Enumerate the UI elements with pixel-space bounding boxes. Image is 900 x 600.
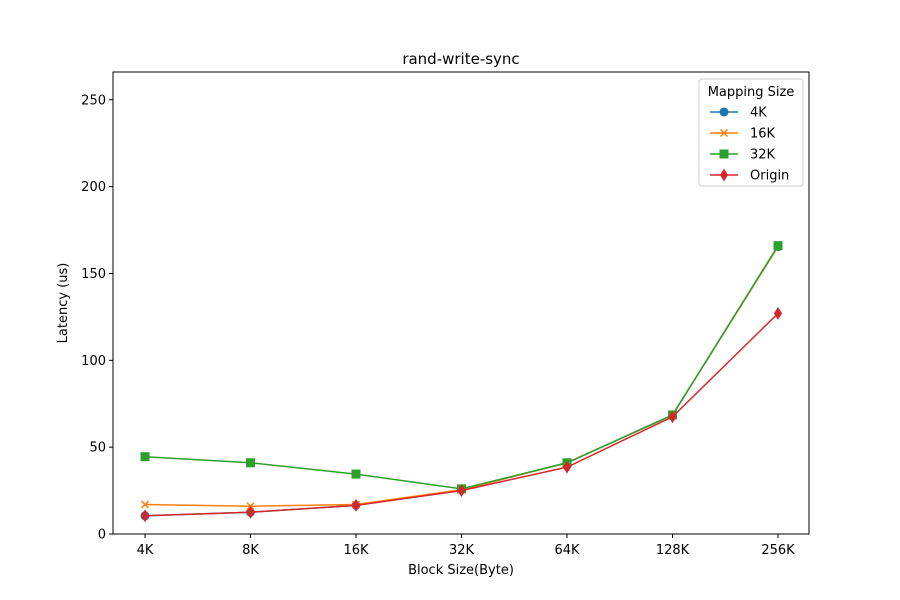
x-tick-label: 32K — [449, 543, 475, 558]
data-point — [140, 509, 150, 523]
series-origin — [140, 306, 783, 523]
legend-item-origin: Origin — [710, 169, 789, 184]
legend-label: 4K — [750, 106, 767, 121]
data-point — [457, 484, 466, 498]
data-point — [562, 460, 572, 474]
legend-item-16k: 16K — [710, 127, 776, 142]
x-axis-label: Block Size(Byte) — [408, 563, 514, 578]
y-tick-label: 250 — [81, 93, 106, 108]
y-tick-label: 100 — [81, 354, 106, 369]
legend-box — [698, 78, 804, 187]
legend: Mapping Size 4K 16K 32K Origin — [698, 78, 804, 187]
legend-marker — [719, 149, 729, 159]
data-point — [351, 498, 361, 512]
y-axis-label: Latency (us) — [56, 263, 71, 344]
y-tick-label: 150 — [81, 267, 106, 282]
legend-marker — [719, 168, 729, 182]
y-tick-label: 50 — [89, 441, 106, 456]
x-tick-label: 4K — [137, 543, 154, 558]
data-point — [773, 241, 783, 251]
data-point — [668, 410, 677, 424]
data-point — [246, 458, 255, 468]
data-point — [773, 306, 783, 320]
legend-items: 4K 16K 32K Origin — [710, 106, 789, 184]
legend-title: Mapping Size — [708, 85, 795, 100]
plot-area: 0 50 100 150 200 250 4K 8K 16K 32K 64K 128K 256K — [81, 71, 810, 558]
x-tick-label: 256K — [761, 543, 795, 558]
legend-marker — [719, 128, 729, 138]
legend-marker — [719, 107, 729, 117]
x-tick-label: 128K — [656, 543, 690, 558]
legend-label: Origin — [750, 169, 789, 184]
data-point — [140, 452, 150, 462]
data-point — [351, 469, 361, 479]
x-tick-label: 16K — [343, 543, 369, 558]
legend-label: 16K — [750, 127, 776, 142]
x-tick-label: 64K — [554, 543, 580, 558]
data-point — [246, 505, 255, 519]
x-tick-label: 8K — [242, 543, 259, 558]
legend-item-32k: 32K — [710, 148, 776, 163]
chart-title: rand-write-sync — [402, 50, 519, 68]
legend-item-4k: 4K — [710, 106, 767, 121]
y-tick-label: 0 — [98, 528, 106, 543]
data-point — [140, 500, 150, 509]
y-tick-label: 200 — [81, 180, 106, 195]
legend-label: 32K — [750, 148, 776, 163]
